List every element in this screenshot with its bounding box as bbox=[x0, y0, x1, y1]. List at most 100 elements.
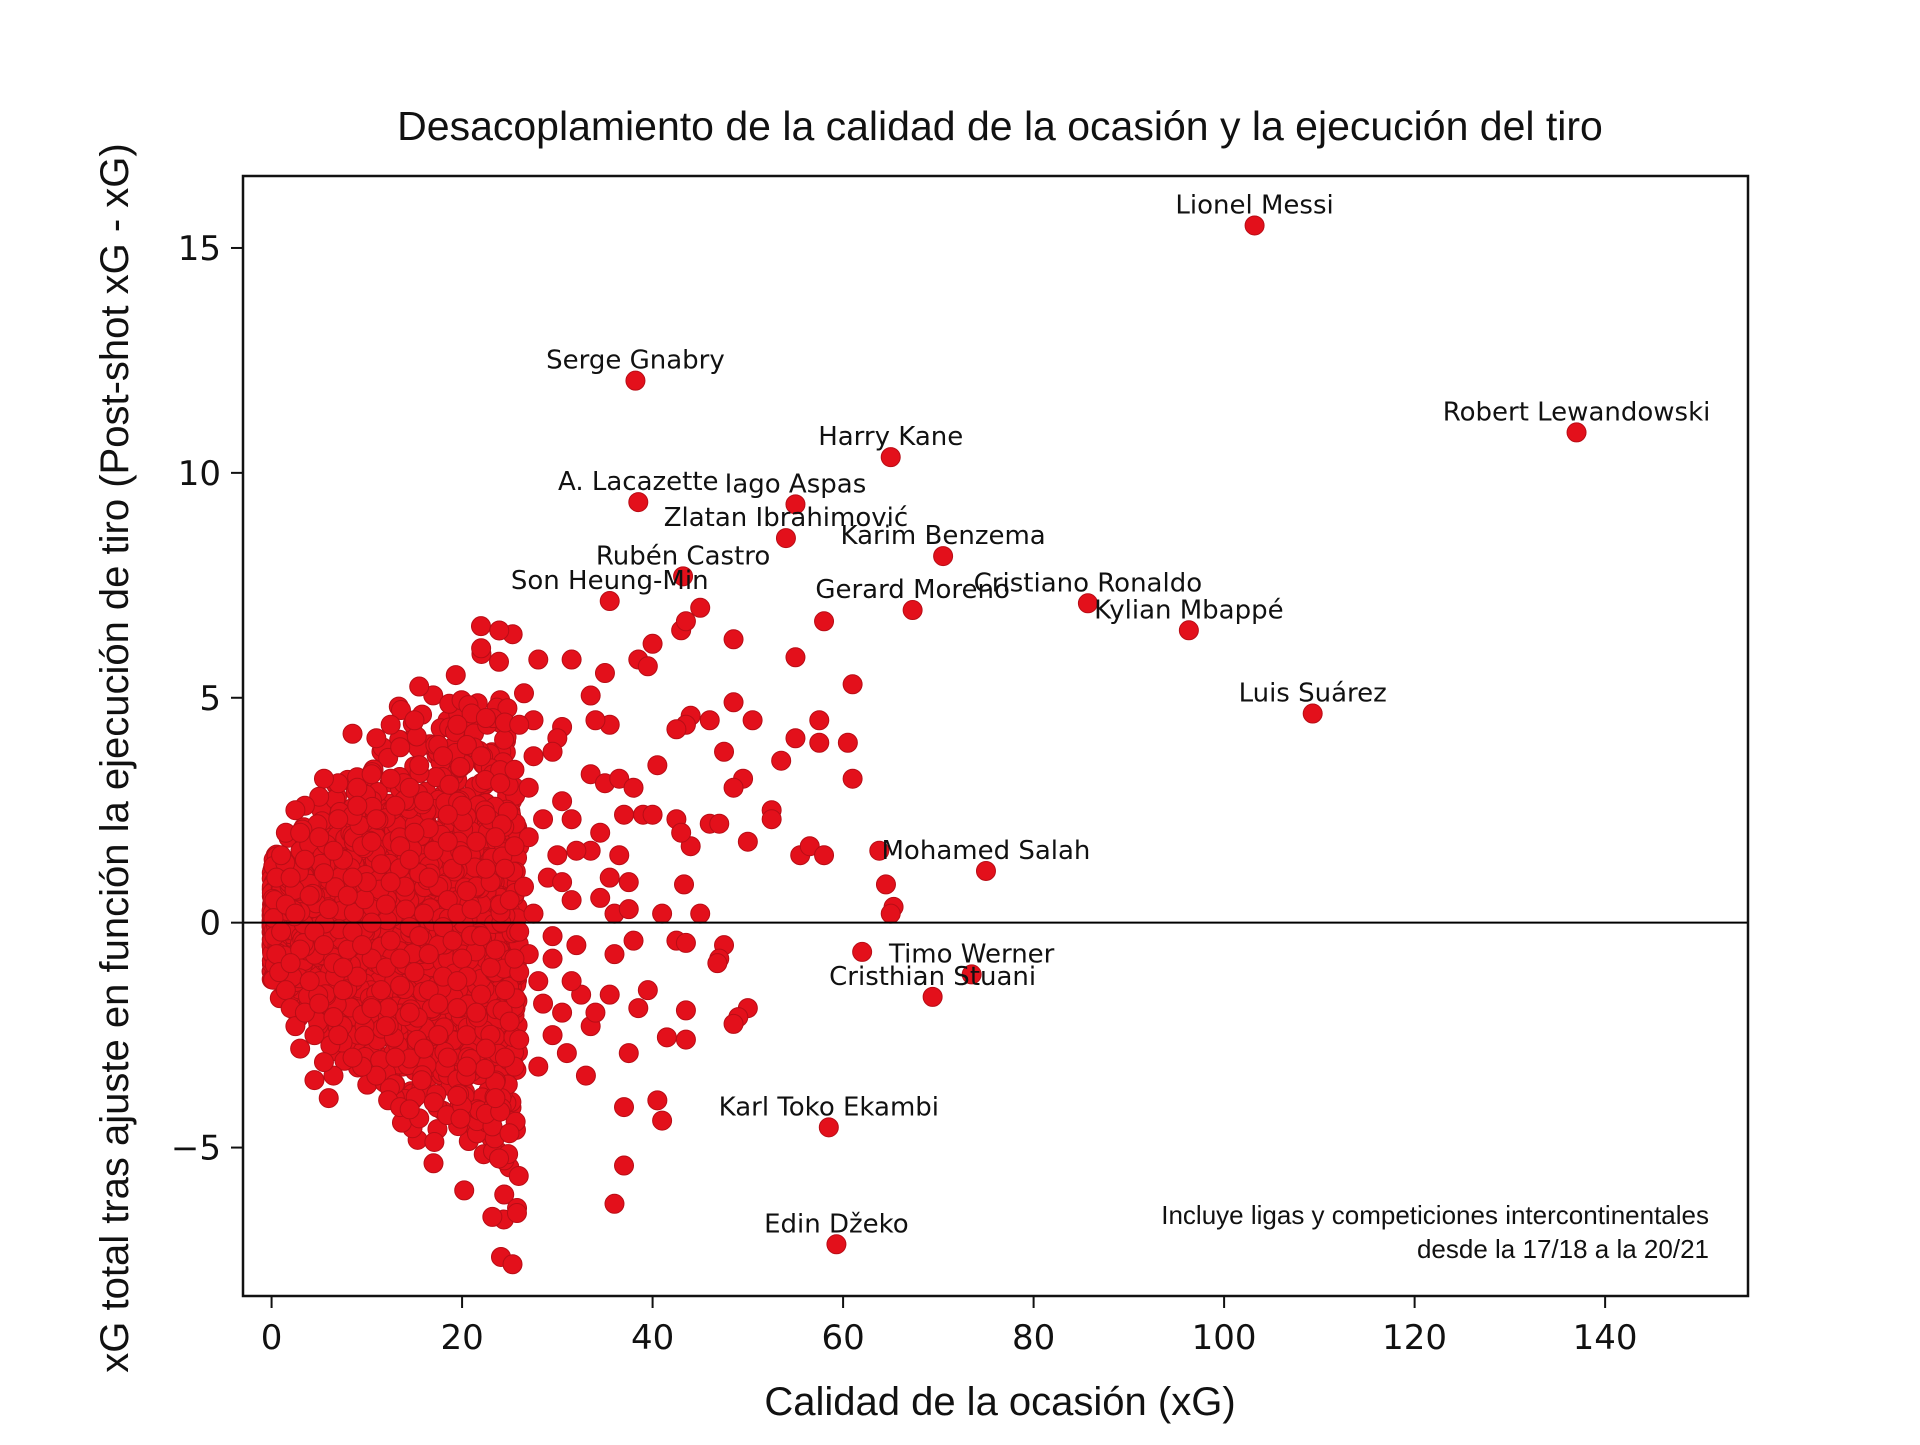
point-label: Gerard Moreno bbox=[815, 575, 1010, 605]
data-point bbox=[494, 980, 515, 1001]
data-point bbox=[299, 971, 320, 992]
data-point bbox=[290, 1038, 311, 1059]
chart-title: Desacoplamiento de la calidad de la ocas… bbox=[397, 103, 1603, 149]
data-point bbox=[837, 732, 858, 753]
data-point bbox=[723, 629, 744, 650]
data-point bbox=[411, 1070, 432, 1091]
x-tick-label: 60 bbox=[821, 1318, 864, 1358]
data-point bbox=[371, 854, 392, 875]
data-point bbox=[485, 939, 506, 960]
data-point bbox=[454, 1180, 475, 1201]
data-point bbox=[471, 638, 492, 659]
data-point bbox=[771, 750, 792, 771]
data-point bbox=[450, 757, 471, 778]
labeled-data-point bbox=[880, 447, 901, 468]
data-point bbox=[399, 1002, 420, 1023]
y-tick-label: 5 bbox=[199, 679, 221, 719]
data-point bbox=[280, 953, 301, 974]
data-point bbox=[390, 948, 411, 969]
data-point bbox=[390, 737, 411, 758]
x-tick-label: 140 bbox=[1573, 1318, 1638, 1358]
data-point bbox=[456, 734, 477, 755]
data-point bbox=[652, 1110, 673, 1131]
point-label: Karim Benzema bbox=[840, 521, 1045, 551]
data-point bbox=[494, 1047, 515, 1068]
data-point bbox=[456, 881, 477, 902]
data-point bbox=[442, 930, 463, 951]
data-point bbox=[494, 858, 515, 879]
data-point bbox=[714, 741, 735, 762]
data-point bbox=[506, 1203, 527, 1224]
data-point bbox=[378, 998, 399, 1019]
data-point bbox=[413, 1038, 434, 1059]
data-point bbox=[280, 867, 301, 888]
data-point bbox=[385, 795, 406, 816]
data-point bbox=[618, 1043, 639, 1064]
point-label: Lionel Messi bbox=[1175, 190, 1333, 220]
data-point bbox=[518, 827, 539, 848]
data-point bbox=[333, 980, 354, 1001]
data-point bbox=[614, 1097, 635, 1118]
y-tick-label: −5 bbox=[171, 1129, 221, 1169]
data-point bbox=[561, 890, 582, 911]
data-point bbox=[409, 676, 430, 697]
data-point bbox=[642, 633, 663, 654]
data-point bbox=[494, 1184, 515, 1205]
data-point bbox=[542, 926, 563, 947]
plot-area: Lionel Messi Serge Gnabry Robert Lewandows… bbox=[171, 174, 1750, 1358]
data-point bbox=[285, 800, 306, 821]
y-tick-label: 15 bbox=[178, 229, 221, 269]
data-point bbox=[547, 845, 568, 866]
data-point bbox=[409, 926, 430, 947]
data-point bbox=[423, 840, 444, 861]
data-point bbox=[475, 708, 496, 729]
data-point bbox=[437, 804, 458, 825]
data-point bbox=[475, 804, 496, 825]
data-point bbox=[561, 809, 582, 830]
data-point bbox=[707, 953, 728, 974]
data-point bbox=[709, 813, 730, 834]
data-point bbox=[474, 1058, 495, 1079]
data-point bbox=[375, 894, 396, 915]
data-point bbox=[323, 1007, 344, 1028]
data-point bbox=[294, 1002, 315, 1023]
data-point bbox=[342, 867, 363, 888]
point-label: Iago Aspas bbox=[725, 469, 867, 499]
data-point bbox=[333, 957, 354, 978]
data-point bbox=[366, 1065, 387, 1086]
data-point bbox=[637, 980, 658, 1001]
data-point bbox=[347, 966, 368, 987]
data-point bbox=[842, 768, 863, 789]
labeled-data-point bbox=[902, 600, 923, 621]
data-point bbox=[313, 863, 334, 884]
data-point bbox=[814, 611, 835, 632]
data-point bbox=[328, 809, 349, 830]
data-point bbox=[404, 822, 425, 843]
data-point bbox=[380, 872, 401, 893]
data-point bbox=[485, 1088, 506, 1109]
data-point bbox=[852, 941, 873, 962]
data-point bbox=[395, 899, 416, 920]
data-point bbox=[785, 647, 806, 668]
labeled-data-point bbox=[922, 986, 943, 1007]
point-label: Rubén Castro bbox=[596, 541, 770, 571]
data-point bbox=[470, 616, 491, 637]
data-point bbox=[499, 1123, 520, 1144]
data-point bbox=[580, 685, 601, 706]
data-point bbox=[799, 836, 820, 857]
labeled-data-point bbox=[1178, 620, 1199, 641]
labeled-data-point bbox=[1302, 703, 1323, 724]
data-point bbox=[309, 993, 330, 1014]
data-point bbox=[623, 930, 644, 951]
point-label: Karl Toko Ekambi bbox=[719, 1092, 939, 1122]
y-tick-label: 10 bbox=[178, 454, 221, 494]
data-point bbox=[699, 710, 720, 731]
point-label: Robert Lewandowski bbox=[1443, 397, 1711, 427]
data-point bbox=[599, 867, 620, 888]
data-point bbox=[471, 926, 492, 947]
chart-note-line-2: desde la 17/18 a la 20/21 bbox=[1417, 1234, 1709, 1264]
data-point bbox=[523, 903, 544, 924]
data-point bbox=[566, 840, 587, 861]
data-point bbox=[642, 804, 663, 825]
